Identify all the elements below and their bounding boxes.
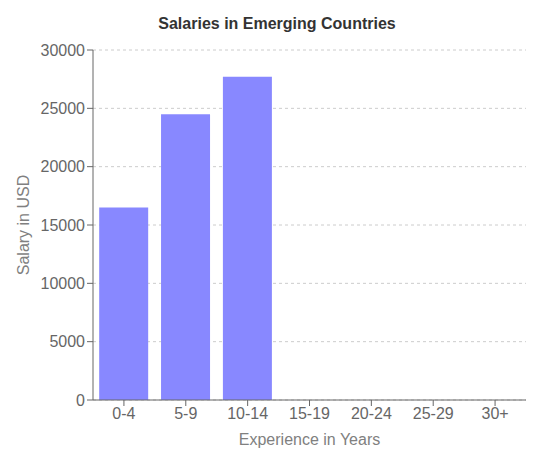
svg-text:5000: 5000 bbox=[49, 333, 85, 350]
svg-text:30000: 30000 bbox=[41, 42, 86, 59]
svg-text:5-9: 5-9 bbox=[174, 405, 197, 422]
svg-text:Experience in Years: Experience in Years bbox=[239, 431, 380, 448]
svg-text:20000: 20000 bbox=[41, 158, 86, 175]
svg-text:15000: 15000 bbox=[41, 217, 86, 234]
svg-text:10-14: 10-14 bbox=[227, 405, 268, 422]
html-text:Salaries in Emerging Countries: Salaries in Emerging Countries bbox=[158, 15, 396, 32]
svg-text:0-4: 0-4 bbox=[112, 405, 135, 422]
svg-text:25-29: 25-29 bbox=[413, 405, 454, 422]
svg-text:20-24: 20-24 bbox=[351, 405, 392, 422]
svg-text:0: 0 bbox=[76, 392, 85, 409]
svg-text:Salary in USD: Salary in USD bbox=[15, 175, 32, 275]
svg-text:30+: 30+ bbox=[482, 405, 509, 422]
svg-text:25000: 25000 bbox=[41, 100, 86, 117]
svg-text:15-19: 15-19 bbox=[289, 405, 330, 422]
svg-text:10000: 10000 bbox=[41, 275, 86, 292]
